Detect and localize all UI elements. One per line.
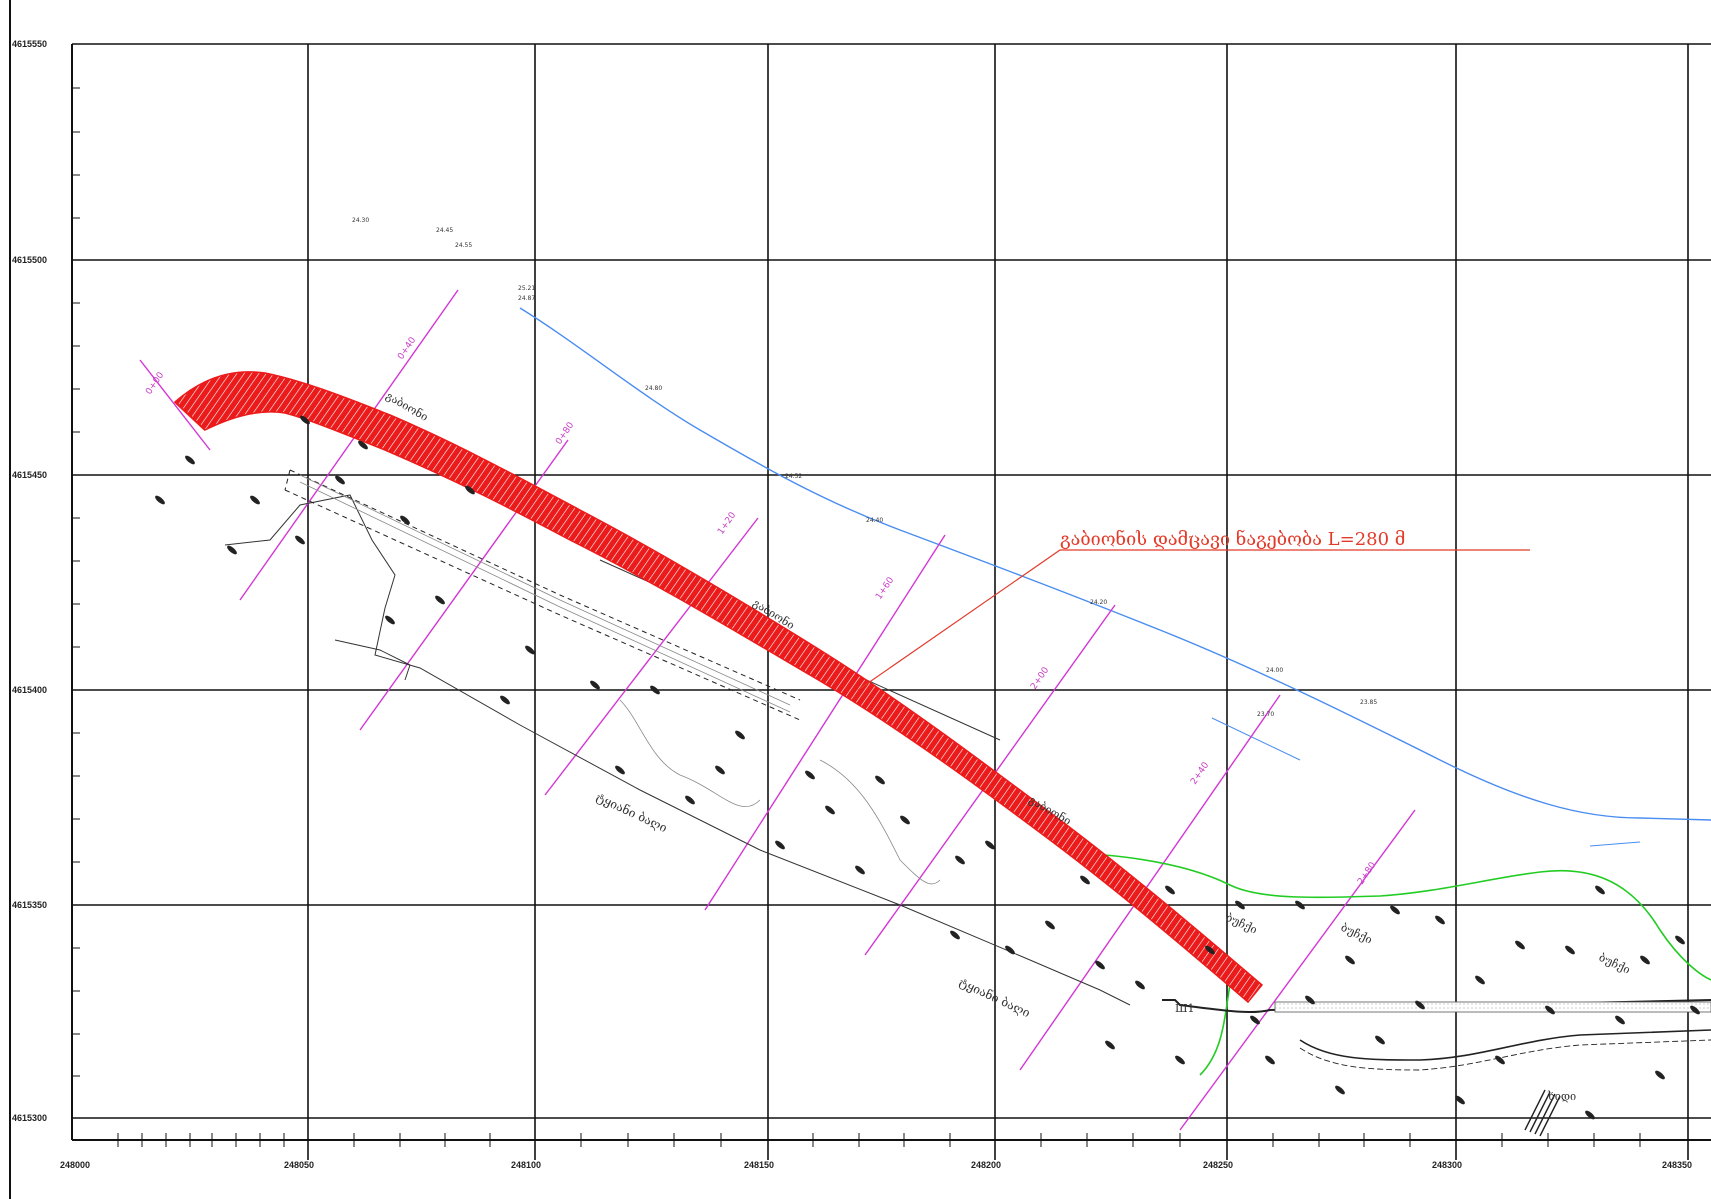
x-label-5: 248200 [971, 1160, 1001, 1170]
elevation-2: 24.45 [436, 227, 453, 234]
elevation-6: 24.80 [645, 385, 662, 392]
grid-lines [72, 43, 1711, 1160]
gabion-callout: გაბიონის დამცავი ნაგებობა L=280 მ [857, 528, 1530, 691]
bridge-area [1162, 999, 1711, 1137]
elevation-5: 24.87 [518, 295, 535, 302]
callout-text: გაბიონის დამცავი ნაგებობა L=280 მ [1060, 528, 1405, 550]
y-label-1: 4615550 [12, 39, 47, 49]
station-6: 2+40 [1189, 760, 1211, 786]
y-label-3: 4615450 [12, 470, 47, 480]
station-5: 2+00 [1029, 665, 1051, 691]
orchard-label-1: ტყიანი ბაღი [594, 789, 670, 835]
y-label-4: 4615400 [12, 685, 47, 695]
y-label-2: 4615500 [12, 255, 47, 265]
shrub-label-3: ბუჩქი [1597, 951, 1632, 977]
elevation-7: 24.52 [785, 473, 802, 480]
elevation-9: 24.20 [1090, 599, 1107, 606]
shrub-label-1: ბუჩქი [1224, 911, 1259, 937]
elevation-10: 24.00 [1266, 667, 1283, 674]
station-0: 0+00 [144, 370, 166, 396]
elevation-3: 24.55 [455, 242, 472, 249]
gabion-structure [173, 371, 1264, 1004]
x-label-7: 248300 [1432, 1160, 1462, 1170]
station-4: 1+60 [874, 575, 896, 601]
elevation-1: 24.30 [352, 217, 369, 224]
station-1: 0+40 [396, 335, 418, 361]
elevation-12: 23.70 [1257, 711, 1274, 718]
vegetation-symbols [155, 415, 1700, 1120]
river-edge-line [519, 307, 1711, 821]
axis-ticks [72, 87, 1641, 1147]
elevation-4: 25.21 [518, 285, 535, 292]
station-7: 2+80 [1356, 860, 1378, 886]
x-label-1: 248000 [60, 1160, 90, 1170]
y-label-6: 4615300 [12, 1113, 47, 1123]
elevation-11: 23.85 [1360, 699, 1377, 706]
vegetation-line [1104, 854, 1711, 981]
x-label-8: 248350 [1662, 1160, 1692, 1170]
station-3: 1+20 [716, 510, 738, 536]
shrub-label-2: ბუჩქი [1339, 921, 1374, 947]
x-label-3: 248100 [511, 1160, 541, 1170]
spot-elevations: 24.30 24.45 24.55 25.21 24.87 24.80 24.5… [352, 217, 1377, 718]
marker-label: Ш1 [1175, 1002, 1195, 1015]
y-label-5: 4615350 [12, 900, 47, 910]
cross-sections [139, 289, 1416, 1131]
x-label-2: 248050 [284, 1160, 314, 1170]
x-label-4: 248150 [744, 1160, 774, 1170]
bridge-label: ხიდი [1547, 1090, 1576, 1103]
road-dashed-lines [284, 469, 801, 721]
elevation-8: 24.40 [866, 517, 883, 524]
x-label-6: 248250 [1203, 1160, 1233, 1170]
